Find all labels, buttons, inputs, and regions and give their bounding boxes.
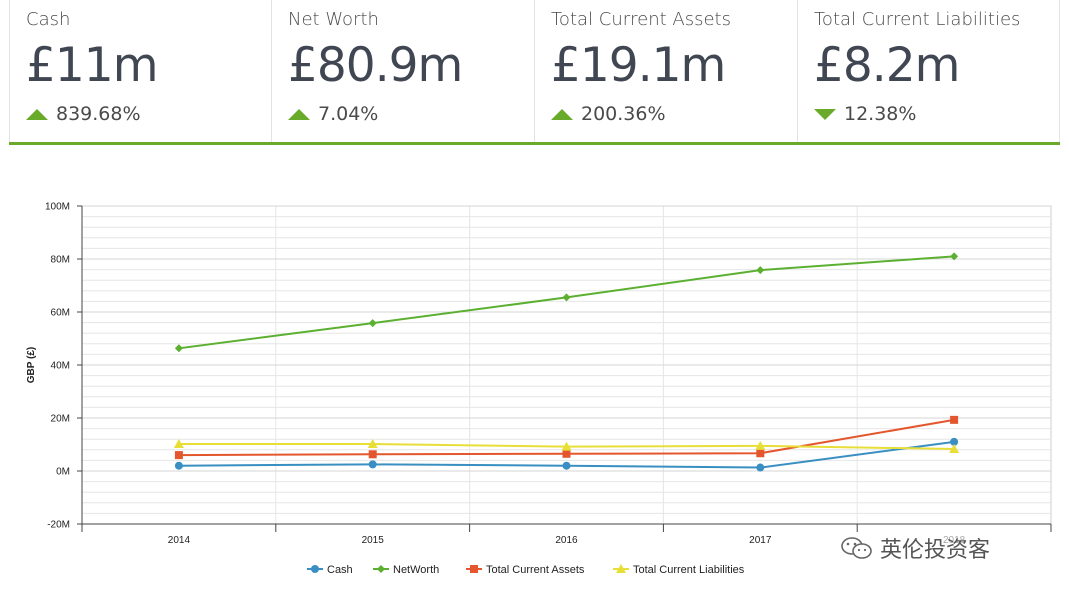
kpi-total-current-assets[interactable]: Total Current Assets £19.1m 200.36% — [535, 0, 798, 142]
data-point — [368, 319, 377, 328]
kpi-change-value: 12.38% — [844, 103, 917, 125]
kpi-change-value: 200.36% — [581, 103, 666, 125]
legend-label: NetWorth — [393, 564, 439, 576]
legend-marker — [616, 564, 626, 573]
data-point — [368, 450, 377, 459]
arrow-up-icon — [551, 108, 573, 120]
watermark: 英伦投资客 — [840, 532, 991, 564]
kpi-change-value: 7.04% — [318, 103, 379, 125]
data-point — [950, 437, 959, 446]
kpi-total-current-liabilities[interactable]: Total Current Liabilities £8.2m 12.38% — [798, 0, 1060, 142]
data-point — [368, 460, 377, 469]
kpi-change: 200.36% — [551, 103, 666, 125]
x-tick-label: 2015 — [362, 535, 385, 546]
kpi-value: £11m — [26, 38, 158, 93]
kpi-net-worth[interactable]: Net Worth £80.9m 7.04% — [272, 0, 535, 142]
data-point — [174, 344, 183, 353]
y-axis-label: GBP (£) — [26, 347, 37, 384]
kpi-label: Total Current Assets — [551, 9, 731, 30]
legend-marker — [377, 565, 385, 573]
data-point — [174, 451, 183, 460]
arrow-down-icon — [814, 108, 836, 120]
data-point — [950, 415, 959, 424]
data-point — [562, 293, 571, 302]
kpi-cash[interactable]: Cash £11m 839.68% — [10, 0, 272, 142]
data-point — [562, 449, 571, 458]
y-tick-label: 0M — [56, 467, 70, 478]
x-tick-label: 2016 — [555, 535, 578, 546]
wechat-icon — [841, 537, 872, 559]
y-tick-label: 100M — [45, 202, 70, 213]
kpi-change-value: 839.68% — [56, 103, 141, 125]
legend-label: Total Current Assets — [486, 564, 585, 576]
data-point — [755, 440, 766, 450]
kpi-label: Cash — [26, 9, 71, 30]
x-tick-label: 2017 — [749, 535, 772, 546]
y-tick-label: -20M — [47, 520, 70, 531]
data-point — [756, 449, 765, 458]
data-point — [561, 441, 572, 451]
kpi-change: 12.38% — [814, 103, 916, 125]
data-point — [756, 463, 765, 472]
kpi-row: Cash £11m 839.68% Net Worth £80.9m 7.04%… — [9, 0, 1060, 142]
kpi-label: Total Current Liabilities — [814, 9, 1021, 30]
kpi-label: Net Worth — [288, 9, 379, 30]
data-point — [562, 461, 571, 470]
y-tick-label: 60M — [51, 308, 70, 319]
x-tick-label: 2014 — [168, 535, 191, 546]
data-point — [173, 438, 184, 448]
kpi-value: £8.2m — [814, 38, 960, 93]
arrow-up-icon — [288, 108, 310, 120]
data-point — [367, 438, 378, 448]
data-point — [949, 444, 960, 454]
y-tick-label: 20M — [51, 414, 70, 425]
legend-marker — [470, 565, 478, 573]
data-point — [950, 252, 959, 261]
kpi-value: £19.1m — [551, 38, 726, 93]
legend-label: Total Current Liabilities — [633, 564, 745, 576]
data-point — [756, 266, 765, 275]
line-chart: -20M0M20M40M60M80M100M201420152016201720… — [26, 202, 1052, 576]
watermark-text: 英伦投资客 — [880, 538, 991, 563]
kpi-change: 839.68% — [26, 103, 141, 125]
kpi-accent-bar — [9, 142, 1060, 145]
y-tick-label: 40M — [51, 361, 70, 372]
legend-marker — [311, 565, 319, 573]
kpi-value: £80.9m — [288, 38, 463, 93]
kpi-change: 7.04% — [288, 103, 378, 125]
data-point — [174, 461, 183, 470]
arrow-up-icon — [26, 108, 48, 120]
y-tick-label: 80M — [51, 255, 70, 266]
legend-label: Cash — [327, 564, 353, 576]
